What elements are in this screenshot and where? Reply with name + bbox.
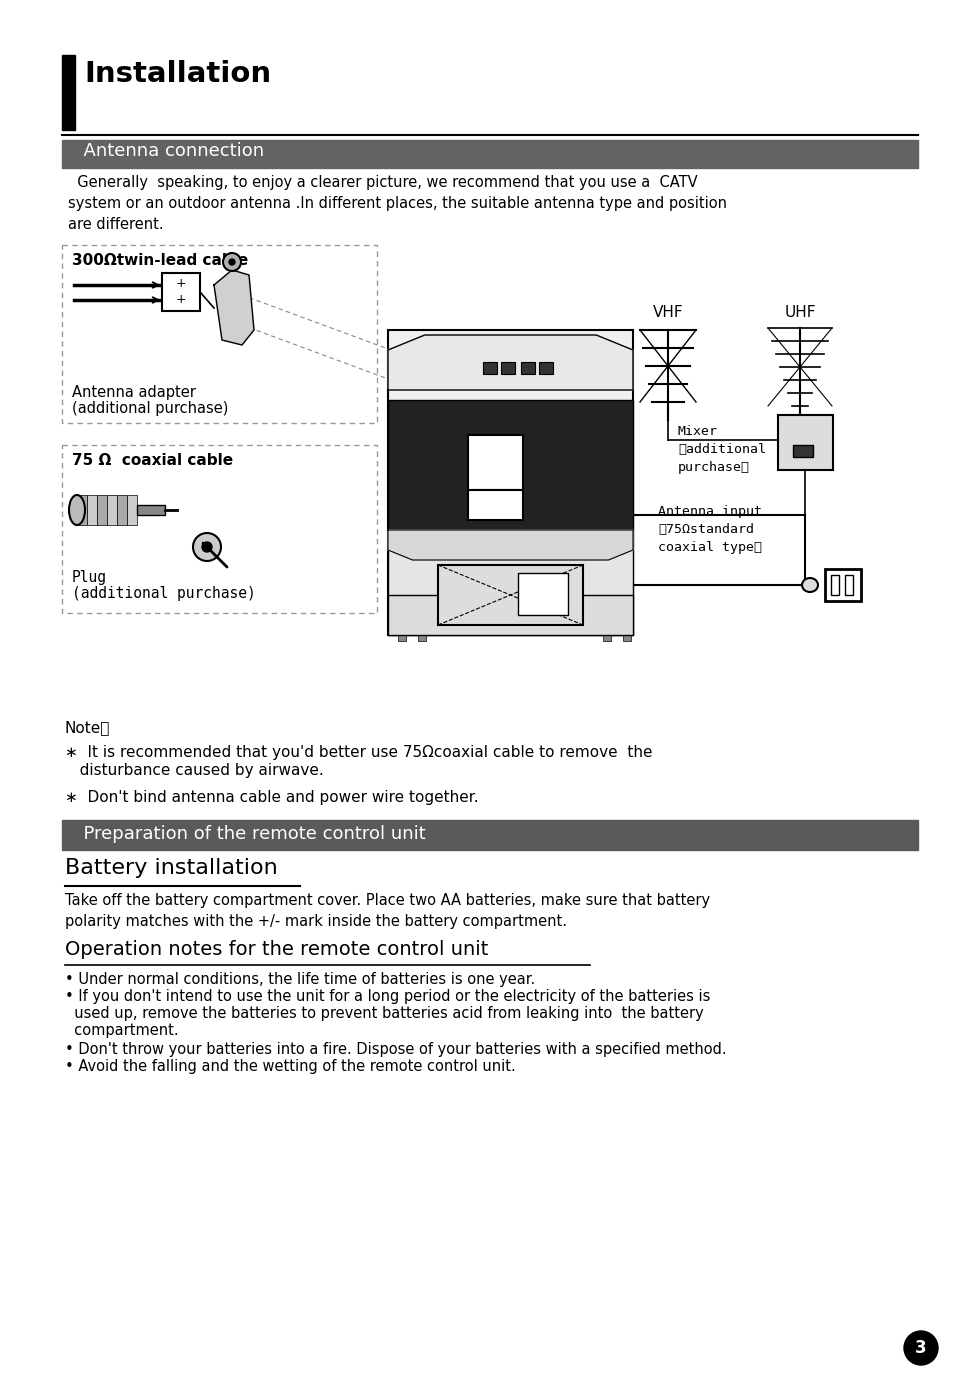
Bar xyxy=(391,431,629,439)
Bar xyxy=(137,505,165,515)
Polygon shape xyxy=(388,530,633,561)
Bar xyxy=(622,635,630,641)
Text: (additional purchase): (additional purchase) xyxy=(71,586,255,601)
Bar xyxy=(391,501,629,510)
Text: Operation notes for the remote control unit: Operation notes for the remote control u… xyxy=(65,940,488,958)
Bar xyxy=(391,445,629,453)
Bar xyxy=(520,362,535,374)
Text: Take off the battery compartment cover. Place two AA batteries, make sure that b: Take off the battery compartment cover. … xyxy=(65,894,709,929)
Text: UHF: UHF xyxy=(783,305,815,320)
Circle shape xyxy=(193,533,221,561)
Text: • Don't throw your batteries into a fire. Dispose of your batteries with a speci: • Don't throw your batteries into a fire… xyxy=(65,1043,726,1056)
Polygon shape xyxy=(388,336,633,389)
Circle shape xyxy=(223,253,241,271)
Bar xyxy=(62,55,75,130)
Text: Antenna adapter: Antenna adapter xyxy=(71,385,195,400)
Bar xyxy=(62,445,376,613)
Bar xyxy=(517,573,568,615)
Bar xyxy=(391,417,629,425)
Bar xyxy=(602,635,610,641)
Text: Mixer
（additional
purchase）: Mixer （additional purchase） xyxy=(678,425,765,474)
Bar xyxy=(417,635,426,641)
Text: Installation: Installation xyxy=(84,59,271,88)
Bar xyxy=(468,435,522,490)
Text: Antenna connection: Antenna connection xyxy=(71,142,264,160)
Text: Antenna input
（75Ωstandard
coaxial type）: Antenna input （75Ωstandard coaxial type） xyxy=(658,505,761,554)
Text: Generally  speaking, to enjoy a clearer picture, we recommend that you use a  CA: Generally speaking, to enjoy a clearer p… xyxy=(68,175,726,232)
Bar xyxy=(397,635,406,641)
Text: (additional purchase): (additional purchase) xyxy=(71,400,228,416)
Bar xyxy=(62,244,376,423)
Bar xyxy=(62,820,917,849)
Text: +: + xyxy=(175,276,186,290)
Text: 300Ωtwin-lead cable: 300Ωtwin-lead cable xyxy=(71,253,248,268)
Text: • If you don't intend to use the unit for a long period or the electricity of th: • If you don't intend to use the unit fo… xyxy=(65,989,710,1004)
Bar xyxy=(437,565,582,626)
Text: VHF: VHF xyxy=(652,305,682,320)
Bar xyxy=(388,595,633,635)
Text: used up, remove the batteries to prevent batteries acid from leaking into  the b: used up, remove the batteries to prevent… xyxy=(65,1005,703,1021)
Text: Preparation of the remote control unit: Preparation of the remote control unit xyxy=(71,824,425,842)
Ellipse shape xyxy=(69,494,85,525)
Text: ∗  Don't bind antenna cable and power wire together.: ∗ Don't bind antenna cable and power wir… xyxy=(65,790,478,805)
Bar xyxy=(391,515,629,523)
Bar xyxy=(388,400,633,530)
Bar xyxy=(482,362,497,374)
Text: +: + xyxy=(175,293,186,305)
Bar xyxy=(107,494,117,525)
Text: 75 Ω  coaxial cable: 75 Ω coaxial cable xyxy=(71,453,233,468)
Text: compartment.: compartment. xyxy=(65,1023,178,1039)
Bar xyxy=(127,494,137,525)
Bar xyxy=(500,362,515,374)
Bar xyxy=(97,494,107,525)
Circle shape xyxy=(202,541,212,552)
Bar xyxy=(388,530,633,635)
Text: Battery installation: Battery installation xyxy=(65,858,277,878)
Bar xyxy=(162,273,200,311)
Text: 3: 3 xyxy=(914,1340,926,1358)
Bar xyxy=(77,494,87,525)
Bar xyxy=(391,487,629,494)
Bar xyxy=(830,574,838,595)
Text: Note：: Note： xyxy=(65,720,111,735)
Text: Plug: Plug xyxy=(71,570,107,586)
Bar xyxy=(62,139,917,168)
Text: • Under normal conditions, the life time of batteries is one year.: • Under normal conditions, the life time… xyxy=(65,972,535,987)
Bar xyxy=(117,494,127,525)
Bar xyxy=(388,330,633,635)
Bar xyxy=(391,403,629,412)
Bar xyxy=(468,490,522,521)
Text: • Avoid the falling and the wetting of the remote control unit.: • Avoid the falling and the wetting of t… xyxy=(65,1059,516,1074)
Text: ∗  It is recommended that you'd better use 75Ωcoaxial cable to remove  the: ∗ It is recommended that you'd better us… xyxy=(65,744,652,760)
Bar xyxy=(824,569,861,601)
Ellipse shape xyxy=(801,579,817,592)
Text: disturbance caused by airwave.: disturbance caused by airwave. xyxy=(65,762,323,778)
Bar xyxy=(391,458,629,467)
Bar xyxy=(538,362,553,374)
Bar xyxy=(778,416,832,470)
Circle shape xyxy=(229,260,234,265)
Bar xyxy=(844,574,852,595)
Polygon shape xyxy=(213,271,253,345)
Circle shape xyxy=(903,1331,937,1364)
Bar xyxy=(792,445,812,457)
Bar xyxy=(391,474,629,481)
Text: AC power socket: AC power socket xyxy=(430,597,550,610)
Bar xyxy=(87,494,97,525)
